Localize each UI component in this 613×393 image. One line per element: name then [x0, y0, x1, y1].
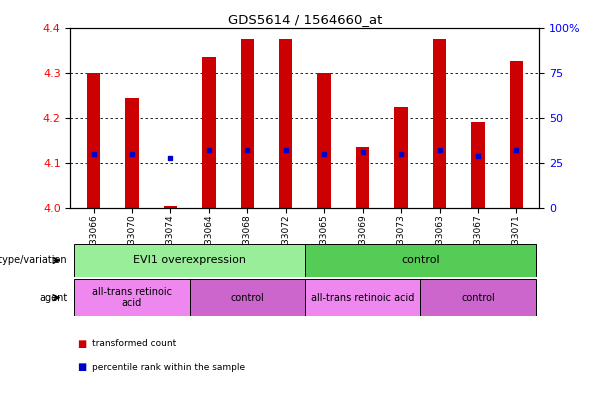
Text: control: control — [401, 255, 440, 265]
Bar — [240, 39, 254, 208]
Bar — [189, 279, 305, 316]
Bar — [318, 73, 331, 208]
Bar — [125, 97, 139, 208]
Bar — [202, 57, 216, 208]
Text: all-trans retinoic acid: all-trans retinoic acid — [311, 293, 414, 303]
Bar — [433, 39, 446, 208]
Bar — [279, 39, 292, 208]
Bar — [305, 244, 536, 277]
Text: all-trans retinoic
acid: all-trans retinoic acid — [92, 287, 172, 309]
Bar — [356, 147, 370, 208]
Text: percentile rank within the sample: percentile rank within the sample — [92, 363, 245, 372]
Text: ■: ■ — [77, 339, 86, 349]
Bar — [394, 107, 408, 208]
Bar — [471, 122, 485, 208]
Text: transformed count: transformed count — [92, 340, 176, 348]
Bar — [305, 279, 421, 316]
Text: agent: agent — [39, 293, 67, 303]
Title: GDS5614 / 1564660_at: GDS5614 / 1564660_at — [228, 13, 382, 26]
Text: ■: ■ — [77, 362, 86, 373]
Text: control: control — [230, 293, 264, 303]
Bar — [87, 73, 101, 208]
Bar — [509, 61, 523, 208]
Bar — [164, 206, 177, 208]
Bar — [74, 244, 305, 277]
Text: control: control — [461, 293, 495, 303]
Bar — [421, 279, 536, 316]
Bar — [74, 279, 189, 316]
Text: genotype/variation: genotype/variation — [0, 255, 67, 265]
Text: EVI1 overexpression: EVI1 overexpression — [133, 255, 246, 265]
